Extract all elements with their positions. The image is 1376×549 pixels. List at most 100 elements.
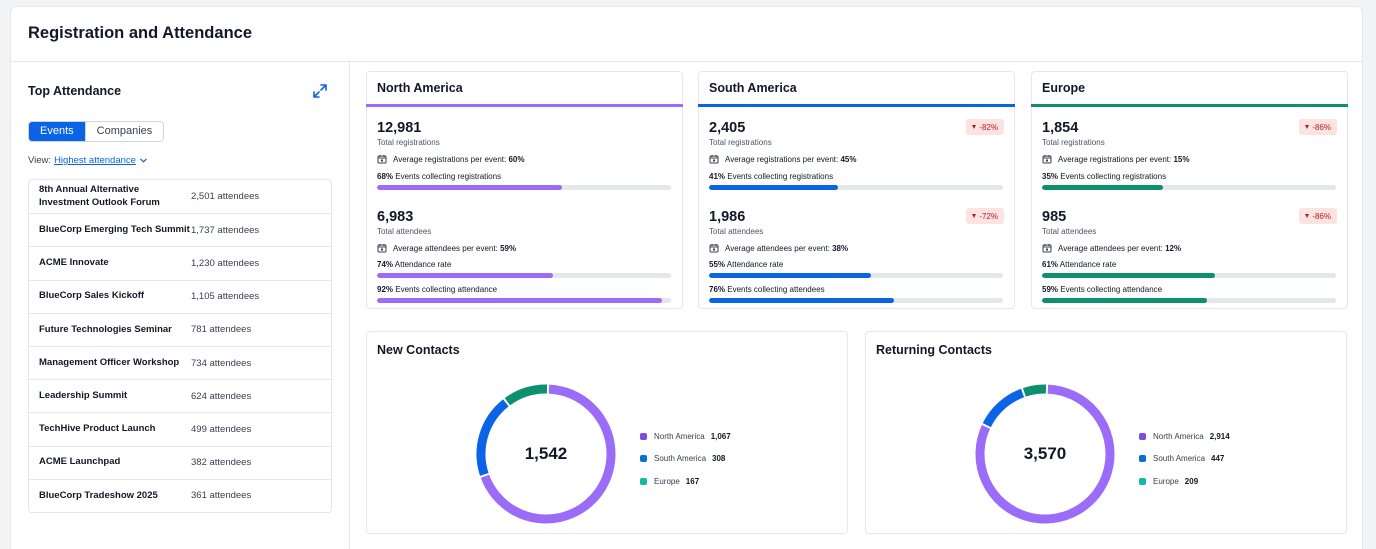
reg-collecting-progress bbox=[1042, 185, 1336, 190]
attendee-count: 624 attendees bbox=[191, 390, 252, 402]
attendee-count: 2,501 attendees bbox=[191, 191, 260, 203]
event-name: BlueCorp Sales Kickoff bbox=[39, 290, 145, 302]
donut-segment[interactable] bbox=[975, 384, 1115, 524]
chevron-down-icon[interactable] bbox=[139, 156, 148, 165]
contacts-card: Returning Contacts 3,570 North America 2,… bbox=[865, 331, 1347, 534]
attendance-rate-label: 55% Attendance rate bbox=[709, 260, 784, 269]
down-triangle-icon bbox=[1305, 125, 1310, 129]
table-row[interactable]: BlueCorp Sales Kickoff 1,105 attendees bbox=[29, 279, 331, 313]
table-row[interactable]: ACME Innovate 1,230 attendees bbox=[29, 246, 331, 279]
view-label: View: bbox=[28, 155, 52, 166]
tab-companies[interactable]: Companies bbox=[84, 122, 164, 141]
total-registrations: 1,854 bbox=[1042, 120, 1079, 136]
event-name: 8th Annual Alternative Investment Outloo… bbox=[39, 184, 160, 208]
event-name: ACME Innovate bbox=[39, 257, 109, 269]
avg-registrations: Average registrations per event: 45% bbox=[709, 154, 857, 164]
event-name: BlueCorp Tradeshow 2025 bbox=[39, 489, 158, 501]
legend-item: South America 447 bbox=[1139, 448, 1230, 471]
reg-collecting-progress bbox=[709, 185, 1003, 190]
calendar-icon bbox=[709, 155, 719, 164]
total-registrations: 12,981 bbox=[377, 120, 422, 136]
total-attendees-label: Total attendees bbox=[1042, 227, 1097, 236]
event-name: BlueCorp Emerging Tech Summit bbox=[39, 224, 190, 236]
donut-segment[interactable] bbox=[480, 384, 616, 524]
region-name: Europe bbox=[1042, 81, 1086, 95]
region-name: South America bbox=[709, 81, 797, 95]
donut-chart bbox=[975, 384, 1115, 524]
total-registrations: 2,405 bbox=[709, 120, 746, 136]
calendar-icon bbox=[1042, 155, 1052, 164]
attendance-rate-label: 61% Attendance rate bbox=[1042, 260, 1117, 269]
legend-swatch bbox=[640, 455, 647, 463]
attendee-count: 1,230 attendees bbox=[191, 257, 260, 269]
table-row[interactable]: 8th Annual Alternative Investment Outloo… bbox=[29, 180, 331, 213]
attendance-rate-progress bbox=[1042, 273, 1336, 278]
donut-segment[interactable] bbox=[982, 388, 1025, 428]
contacts-title: New Contacts bbox=[377, 343, 460, 357]
table-row[interactable]: BlueCorp Tradeshow 2025 361 attendees bbox=[29, 478, 331, 512]
attendance-rate-progress bbox=[377, 273, 671, 278]
tab-events[interactable]: Events bbox=[29, 122, 85, 141]
column-divider bbox=[349, 62, 350, 549]
region-card: South America 2,405 -82% Total registrat… bbox=[698, 71, 1015, 309]
legend-item: South America 308 bbox=[640, 448, 731, 471]
event-name: TechHive Product Launch bbox=[39, 423, 156, 435]
table-row[interactable]: Management Officer Workshop 734 attendees bbox=[29, 345, 331, 379]
expand-icon[interactable] bbox=[312, 83, 328, 99]
legend-item: Europe 167 bbox=[640, 470, 731, 493]
total-attendees: 985 bbox=[1042, 209, 1067, 225]
legend-item: North America 1,067 bbox=[640, 425, 731, 448]
calendar-icon bbox=[377, 155, 387, 164]
region-name: North America bbox=[377, 81, 463, 95]
total-attendees-label: Total attendees bbox=[709, 227, 764, 236]
view-selector: View: Highest attendance bbox=[28, 155, 148, 166]
event-name: Future Technologies Seminar bbox=[39, 323, 172, 335]
attendee-count: 382 attendees bbox=[191, 457, 252, 469]
reg-collecting-progress bbox=[377, 185, 671, 190]
region-card: Europe 1,854 -86% Total registrations Av… bbox=[1031, 71, 1348, 309]
att-collecting-label: 92% Events collecting attendance bbox=[377, 285, 498, 294]
donut-segment[interactable] bbox=[504, 384, 548, 406]
reg-collecting-label: 68% Events collecting registrations bbox=[377, 172, 502, 181]
donut-segment[interactable] bbox=[1022, 384, 1047, 397]
legend-swatch bbox=[1139, 432, 1146, 440]
donut-segment[interactable] bbox=[476, 399, 509, 476]
table-row[interactable]: TechHive Product Launch 499 attendees bbox=[29, 412, 331, 445]
donut-legend: North America 1,067 South America 308 Europe… bbox=[640, 425, 731, 493]
table-row[interactable]: ACME Launchpad 382 attendees bbox=[29, 445, 331, 479]
reg-collecting-label: 41% Events collecting registrations bbox=[709, 172, 834, 181]
attendee-count: 781 attendees bbox=[191, 324, 252, 336]
region-accent-bar bbox=[698, 104, 1015, 107]
total-attendees: 1,986 bbox=[709, 209, 746, 225]
table-row[interactable]: Future Technologies Seminar 781 attendees bbox=[29, 312, 331, 346]
top-attendance-title: Top Attendance bbox=[28, 84, 122, 98]
change-badge: -72% bbox=[966, 208, 1004, 224]
att-collecting-label: 59% Events collecting attendance bbox=[1042, 285, 1163, 294]
down-triangle-icon bbox=[972, 125, 977, 129]
legend-item: North America 2,914 bbox=[1139, 425, 1230, 448]
legend-swatch bbox=[1139, 477, 1146, 485]
event-name: Leadership Summit bbox=[39, 389, 128, 401]
contacts-title: Returning Contacts bbox=[876, 343, 992, 357]
legend-swatch bbox=[640, 477, 647, 485]
table-row[interactable]: Leadership Summit 624 attendees bbox=[29, 379, 331, 412]
total-registrations-label: Total registrations bbox=[377, 138, 440, 147]
header-divider bbox=[11, 61, 1362, 62]
legend-item: Europe 209 bbox=[1139, 470, 1230, 493]
view-dropdown[interactable]: Highest attendance bbox=[54, 155, 136, 166]
attendee-count: 1,105 attendees bbox=[191, 291, 260, 303]
change-badge: -86% bbox=[1299, 208, 1337, 224]
events-companies-toggle: Events Companies bbox=[28, 121, 165, 142]
attendee-count: 1,737 attendees bbox=[191, 224, 260, 236]
att-collecting-progress bbox=[377, 298, 671, 303]
attendee-count: 361 attendees bbox=[191, 490, 252, 502]
attendance-rate-progress bbox=[709, 273, 1003, 278]
registration-attendance-panel: Registration and Attendance Top Attendan… bbox=[10, 6, 1363, 549]
avg-registrations: Average registrations per event: 60% bbox=[377, 154, 525, 164]
page-title: Registration and Attendance bbox=[28, 24, 252, 42]
down-triangle-icon bbox=[1305, 214, 1310, 218]
table-row[interactable]: BlueCorp Emerging Tech Summit 1,737 atten… bbox=[29, 213, 331, 246]
down-triangle-icon bbox=[972, 214, 977, 218]
region-accent-bar bbox=[1031, 104, 1348, 107]
avg-attendees: Average attendees per event: 38% bbox=[709, 243, 848, 253]
